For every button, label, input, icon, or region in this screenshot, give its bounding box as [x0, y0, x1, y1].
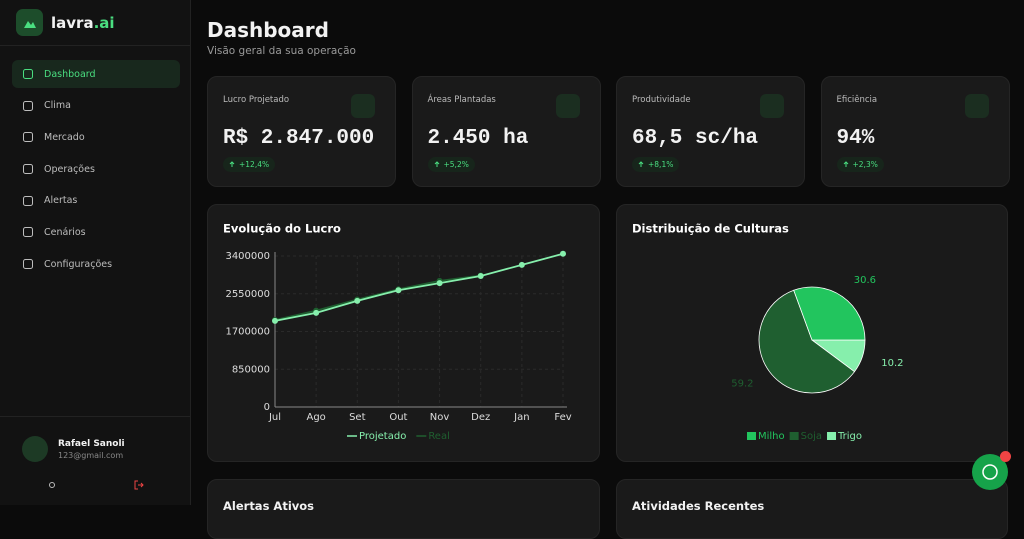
kpi-label: Áreas Plantadas: [427, 95, 496, 105]
notification-badge: [1000, 451, 1011, 462]
logo[interactable]: lavra.ai: [16, 9, 115, 36]
section-card: Atividades Recentes: [616, 479, 1008, 539]
avatar: [22, 436, 48, 462]
nav-label: Alertas: [44, 195, 78, 207]
kpi-change: +12,4%: [223, 157, 276, 172]
up-arrow: [843, 161, 848, 167]
kpi-card: Áreas Plantadas 2.450 ha +5,2%: [411, 76, 601, 187]
nav-label: Dashboard: [44, 68, 96, 80]
kpi-value: 2.450 ha: [427, 127, 529, 150]
kpi-value: 94%: [836, 127, 875, 150]
nav-item[interactable]: Operações: [12, 155, 180, 183]
page-subtitle: Visão geral da sua operação: [207, 45, 356, 57]
logout[interactable]: [134, 480, 144, 490]
kpi-label: Lucro Projetado: [223, 95, 290, 105]
nav-icon: [23, 195, 33, 206]
main: Dashboard Visão geral da sua operação Lu…: [191, 0, 1024, 539]
user-name: Rafael Sanoli: [58, 438, 125, 449]
nav-item[interactable]: Dashboard: [12, 60, 180, 88]
kpi-icon: [351, 94, 375, 118]
nav-label: Cenários: [44, 226, 86, 238]
page-title: Dashboard: [207, 18, 329, 42]
nav-item[interactable]: Clima: [12, 92, 180, 120]
nav-icon: [23, 100, 33, 111]
kpi-value: 68,5 sc/ha: [632, 127, 759, 150]
kpi-card: Lucro Projetado R$ 2.847.000 +12,4%: [207, 76, 396, 187]
kpi-change: +2,3%: [836, 157, 884, 172]
brand-name: lavra: [51, 13, 94, 32]
nav: Dashboard Clima Mercado Operações Alertas Cen…: [12, 60, 180, 282]
kpi-card: Eficiência 94% +2,3%: [820, 76, 1010, 187]
nav-label: Configurações: [44, 258, 113, 270]
divider: [0, 416, 191, 417]
user-email: 123@gmail.com: [58, 450, 124, 460]
chart-card: [207, 204, 600, 462]
up-arrow: [638, 161, 644, 167]
nav-item[interactable]: Mercado: [12, 123, 180, 151]
nav-label: Clima: [44, 100, 71, 112]
kpi-change: +8,1%: [632, 157, 680, 172]
kpi-change-value: +8,1%: [648, 160, 674, 169]
brand-suffix: .ai: [93, 13, 115, 32]
kpi-icon: [964, 94, 989, 118]
logo-icon: [16, 9, 43, 36]
chart-card: [616, 204, 1008, 462]
up-arrow: [434, 161, 439, 167]
kpi-icon: [555, 94, 580, 118]
kpi-change-value: +12,4%: [239, 160, 270, 169]
section-title: Alertas Ativos: [223, 499, 315, 513]
kpi-icon: [760, 94, 784, 118]
theme-toggle[interactable]: [47, 480, 57, 490]
up-arrow: [229, 161, 235, 167]
nav-icon: [23, 164, 33, 175]
user[interactable]: Rafael Sanoli 123@gmail.com: [22, 436, 125, 462]
kpi-change-value: +2,3%: [852, 160, 878, 169]
nav-icon: [23, 259, 33, 270]
kpi-card: Produtividade 68,5 sc/ha +8,1%: [616, 76, 805, 187]
nav-label: Mercado: [44, 131, 85, 143]
kpi-label: Eficiência: [836, 95, 878, 105]
section-card: Alertas Ativos: [207, 479, 600, 539]
section-title: Atividades Recentes: [632, 499, 765, 513]
nav-icon: [23, 132, 33, 143]
nav-item[interactable]: Cenários: [12, 218, 180, 246]
kpi-change-value: +5,2%: [443, 160, 469, 169]
nav-label: Operações: [44, 163, 95, 175]
kpi-change: +5,2%: [427, 157, 475, 172]
divider: [0, 45, 191, 46]
nav-item[interactable]: Configurações: [12, 250, 180, 278]
kpi-label: Produtividade: [632, 95, 691, 105]
sidebar: lavra.ai Dashboard Clima Mercado Operações A…: [0, 0, 191, 505]
nav-item[interactable]: Alertas: [12, 187, 180, 215]
kpi-value: R$ 2.847.000: [223, 127, 375, 150]
nav-icon: [23, 69, 33, 79]
nav-icon: [23, 227, 33, 238]
